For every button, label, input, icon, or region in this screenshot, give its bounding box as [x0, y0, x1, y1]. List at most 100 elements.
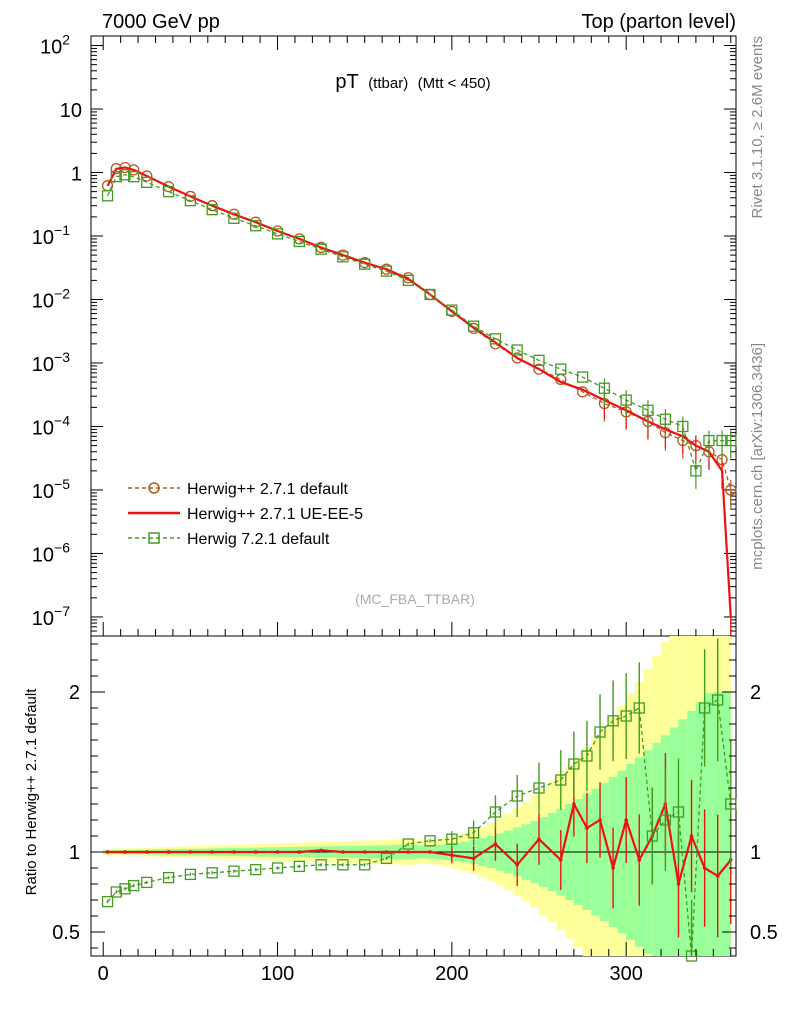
ratio-marker-dot — [585, 826, 589, 830]
ratio-marker-square — [646, 830, 658, 842]
main-y-ticks: 102 10 1 10−1 10−2 10−3 10−4 10−5 10−6 10−7 — [32, 32, 736, 632]
ratio-x-ticks — [102, 942, 732, 956]
marker-circle — [725, 484, 737, 496]
ratio-marker-square — [712, 694, 724, 706]
marker-square — [467, 320, 480, 332]
series-line-1 — [106, 166, 732, 618]
plot-title-main: pT — [335, 71, 358, 93]
ratio-marker-dot — [515, 863, 520, 867]
ratio-marker-dot — [105, 850, 110, 854]
main-ytick-label: 10−5 — [32, 476, 70, 503]
marker-square — [119, 169, 131, 181]
main-ytick-label: 10 — [60, 100, 82, 122]
marker-square — [533, 354, 545, 367]
ratio-marker-square — [206, 867, 218, 879]
ratio-marker-square — [128, 879, 140, 892]
ratio-marker-square — [659, 814, 672, 826]
marker-square — [703, 434, 715, 447]
ratio-marker-dot — [253, 850, 258, 854]
ratio-marker-square — [467, 827, 480, 839]
ratio-marker-square — [271, 862, 284, 874]
x-tick-label: 100 — [261, 963, 294, 985]
ratio-marker-square — [424, 835, 436, 847]
watermark: (MC_FBA_TTBAR) — [355, 591, 475, 607]
ratio-y-ticks: 0.5 0.5 1 1 2 2 — [52, 643, 778, 949]
ratio-series — [101, 638, 737, 962]
ratio-marker-square — [607, 715, 619, 727]
ratio-marker-dot — [166, 850, 171, 854]
ratio-marker-dot — [319, 848, 323, 853]
ratio-marker-square — [511, 790, 523, 802]
ratio-marker-square — [568, 758, 580, 770]
marker-square — [424, 288, 436, 301]
ratio-marker-square — [533, 782, 545, 794]
ratio-marker-dot — [450, 853, 454, 857]
legend-marker-0 — [148, 482, 160, 494]
ratio-marker-dot — [537, 837, 541, 841]
ratio-ytick-label-right: 2 — [750, 682, 761, 704]
plot-title-sub1: (ttbar) — [368, 75, 408, 92]
marker-square — [359, 258, 371, 270]
marker-square — [110, 171, 122, 183]
ratio-marker-dot — [123, 850, 127, 854]
marker-square — [162, 185, 175, 198]
ratio-marker-dot — [676, 882, 681, 886]
marker-square — [620, 394, 632, 406]
x-tick-label: 200 — [435, 963, 468, 985]
main-ytick-label: 1 — [71, 164, 82, 186]
ratio-marker-square — [633, 702, 645, 714]
marker-circle — [141, 170, 153, 182]
ratio-marker-dot — [637, 858, 642, 862]
marker-square — [293, 235, 305, 248]
ratio-marker-square — [555, 774, 567, 786]
series-line-2 — [107, 174, 731, 473]
ratio-marker-dot — [559, 858, 563, 862]
legend-label-0: Herwig++ 2.7.1 default — [187, 481, 349, 498]
ratio-marker-dot — [702, 866, 707, 870]
plot-title: pT (ttbar) (Mtt < 450) — [335, 71, 490, 93]
ratio-marker-square — [250, 863, 262, 876]
ratio-marker-dot — [493, 842, 498, 846]
ratio-marker-square — [672, 806, 685, 818]
ratio-marker-dot — [572, 802, 576, 806]
legend-label-1: Herwig++ 2.7.1 UE-EE-5 — [187, 506, 363, 523]
ratio-marker-square — [141, 876, 153, 889]
ratio-marker-square — [620, 710, 632, 722]
marker-square — [380, 265, 393, 277]
ratio-marker-dot — [275, 850, 280, 854]
marker-square — [128, 171, 140, 183]
ratio-marker-dot — [188, 850, 193, 854]
marker-square — [555, 363, 567, 375]
ratio-marker-square — [594, 726, 606, 738]
ratio-marker-square — [685, 950, 698, 962]
ratio-marker-square — [359, 859, 371, 871]
mcplots-label: mcplots.cern.ch [arXiv:1306.3436] — [749, 343, 766, 570]
marker-circle — [533, 363, 545, 375]
marker-square — [141, 176, 153, 188]
ratio-marker-dot — [624, 818, 628, 822]
plot-title-sub2: (Mtt < 450) — [418, 75, 491, 92]
marker-square — [598, 382, 611, 394]
marker-square — [228, 212, 240, 224]
marker-square — [271, 228, 284, 240]
main-series — [101, 161, 737, 635]
ratio-marker-square — [110, 886, 122, 898]
ratio-marker-square — [489, 806, 502, 818]
band-green-bin — [695, 702, 705, 956]
x-tick-label: 300 — [609, 963, 642, 985]
ratio-ytick-label: 2 — [69, 682, 80, 704]
legend: Herwig++ 2.7.1 default Herwig++ 2.7.1 UE… — [128, 481, 363, 548]
main-ytick-label: 10−1 — [32, 222, 70, 249]
legend-label-2: Herwig 7.2.1 default — [187, 531, 330, 548]
ratio-ylabel: Ratio to Herwig++ 2.7.1 default — [23, 688, 40, 896]
ratio-marker-square — [446, 833, 458, 845]
main-plot: 102 10 1 10−1 10−2 10−3 10−4 10−5 10−6 10−7 pT (t… — [32, 32, 737, 637]
main-ytick-label: 10−2 — [32, 285, 70, 312]
band-green-bin — [704, 693, 714, 956]
ratio-plot-frame — [90, 635, 737, 957]
ratio-marker-square — [698, 702, 711, 714]
ratio-bands — [103, 636, 731, 956]
series-line-0 — [107, 166, 732, 491]
rivet-label: Rivet 3.1.10, ≥ 2.6M events — [749, 36, 766, 219]
